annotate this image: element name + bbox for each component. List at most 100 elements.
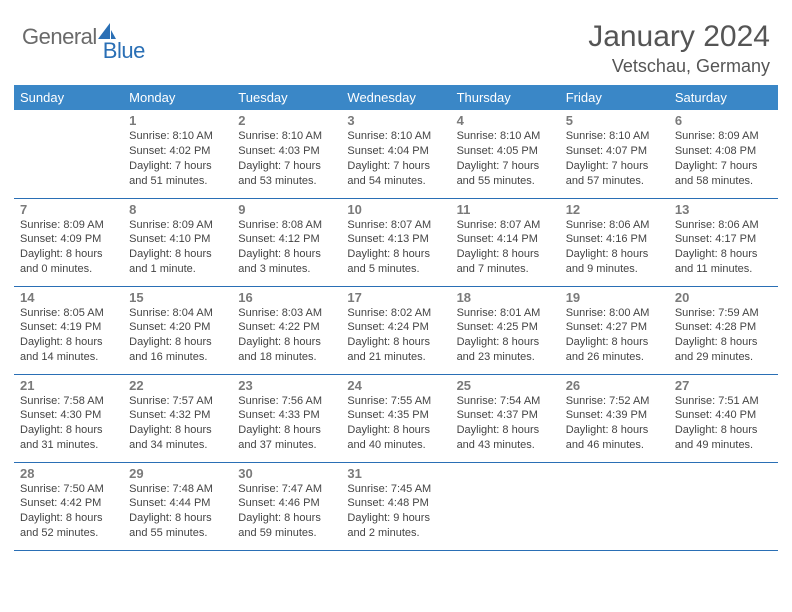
calendar-cell: 7Sunrise: 8:09 AMSunset: 4:09 PMDaylight… [14,198,123,286]
daylight-line2: and 51 minutes. [129,174,226,189]
sunset-text: Sunset: 4:27 PM [566,320,663,335]
calendar-cell: 1Sunrise: 8:10 AMSunset: 4:02 PMDaylight… [123,110,232,198]
sunrise-text: Sunrise: 7:45 AM [347,482,444,497]
sunrise-text: Sunrise: 8:01 AM [457,306,554,321]
day-number: 16 [238,290,335,305]
daylight-line2: and 18 minutes. [238,350,335,365]
daylight-line1: Daylight: 8 hours [457,335,554,350]
day-number: 13 [675,202,772,217]
day-number: 9 [238,202,335,217]
sunset-text: Sunset: 4:28 PM [675,320,772,335]
daylight-line1: Daylight: 7 hours [129,159,226,174]
daylight-line2: and 11 minutes. [675,262,772,277]
daylight-line1: Daylight: 8 hours [20,511,117,526]
brand-logo: General Blue [14,20,145,50]
daylight-line1: Daylight: 8 hours [566,423,663,438]
sunrise-text: Sunrise: 8:10 AM [566,129,663,144]
day-number: 14 [20,290,117,305]
daylight-line2: and 2 minutes. [347,526,444,541]
sunrise-text: Sunrise: 8:09 AM [129,218,226,233]
weekday-header: Sunday [14,85,123,110]
weekday-header: Monday [123,85,232,110]
calendar-cell: 4Sunrise: 8:10 AMSunset: 4:05 PMDaylight… [451,110,560,198]
day-number: 25 [457,378,554,393]
weekday-header: Friday [560,85,669,110]
daylight-line1: Daylight: 8 hours [675,423,772,438]
month-title: January 2024 [588,20,770,54]
sunset-text: Sunset: 4:03 PM [238,144,335,159]
calendar-row: 1Sunrise: 8:10 AMSunset: 4:02 PMDaylight… [14,110,778,198]
daylight-line2: and 53 minutes. [238,174,335,189]
calendar-cell: 23Sunrise: 7:56 AMSunset: 4:33 PMDayligh… [232,374,341,462]
daylight-line2: and 37 minutes. [238,438,335,453]
day-number: 18 [457,290,554,305]
calendar-cell: 22Sunrise: 7:57 AMSunset: 4:32 PMDayligh… [123,374,232,462]
daylight-line2: and 54 minutes. [347,174,444,189]
daylight-line2: and 49 minutes. [675,438,772,453]
daylight-line2: and 52 minutes. [20,526,117,541]
daylight-line2: and 31 minutes. [20,438,117,453]
calendar-row: 14Sunrise: 8:05 AMSunset: 4:19 PMDayligh… [14,286,778,374]
sunrise-text: Sunrise: 8:10 AM [129,129,226,144]
daylight-line2: and 57 minutes. [566,174,663,189]
day-number: 10 [347,202,444,217]
sunrise-text: Sunrise: 8:08 AM [238,218,335,233]
sunrise-text: Sunrise: 7:54 AM [457,394,554,409]
daylight-line2: and 58 minutes. [675,174,772,189]
daylight-line2: and 16 minutes. [129,350,226,365]
sunrise-text: Sunrise: 8:00 AM [566,306,663,321]
daylight-line1: Daylight: 8 hours [566,247,663,262]
header: General Blue January 2024 Vetschau, Germ… [14,20,778,77]
day-number: 15 [129,290,226,305]
daylight-line1: Daylight: 8 hours [129,335,226,350]
calendar-cell: 14Sunrise: 8:05 AMSunset: 4:19 PMDayligh… [14,286,123,374]
sunrise-text: Sunrise: 7:59 AM [675,306,772,321]
day-number: 24 [347,378,444,393]
sunset-text: Sunset: 4:04 PM [347,144,444,159]
day-number: 31 [347,466,444,481]
sunset-text: Sunset: 4:37 PM [457,408,554,423]
day-number: 1 [129,113,226,128]
sunrise-text: Sunrise: 8:07 AM [347,218,444,233]
sunrise-text: Sunrise: 8:03 AM [238,306,335,321]
sunrise-text: Sunrise: 8:02 AM [347,306,444,321]
sunrise-text: Sunrise: 7:52 AM [566,394,663,409]
day-number: 2 [238,113,335,128]
calendar-cell: 18Sunrise: 8:01 AMSunset: 4:25 PMDayligh… [451,286,560,374]
calendar-cell: 24Sunrise: 7:55 AMSunset: 4:35 PMDayligh… [341,374,450,462]
day-number: 21 [20,378,117,393]
daylight-line2: and 34 minutes. [129,438,226,453]
daylight-line2: and 55 minutes. [457,174,554,189]
calendar-cell: 15Sunrise: 8:04 AMSunset: 4:20 PMDayligh… [123,286,232,374]
daylight-line2: and 5 minutes. [347,262,444,277]
sunrise-text: Sunrise: 7:50 AM [20,482,117,497]
sunset-text: Sunset: 4:10 PM [129,232,226,247]
calendar-cell: 16Sunrise: 8:03 AMSunset: 4:22 PMDayligh… [232,286,341,374]
sunrise-text: Sunrise: 8:06 AM [566,218,663,233]
daylight-line2: and 55 minutes. [129,526,226,541]
sunset-text: Sunset: 4:08 PM [675,144,772,159]
sunset-text: Sunset: 4:44 PM [129,496,226,511]
day-number: 30 [238,466,335,481]
sunset-text: Sunset: 4:07 PM [566,144,663,159]
daylight-line1: Daylight: 8 hours [238,511,335,526]
calendar-row: 28Sunrise: 7:50 AMSunset: 4:42 PMDayligh… [14,462,778,550]
sunrise-text: Sunrise: 7:56 AM [238,394,335,409]
daylight-line1: Daylight: 8 hours [675,335,772,350]
daylight-line2: and 59 minutes. [238,526,335,541]
day-number: 19 [566,290,663,305]
brand-part2: Blue [103,38,145,64]
sunrise-text: Sunrise: 8:10 AM [347,129,444,144]
daylight-line1: Daylight: 8 hours [238,247,335,262]
weekday-header: Saturday [669,85,778,110]
calendar-cell: 6Sunrise: 8:09 AMSunset: 4:08 PMDaylight… [669,110,778,198]
sunset-text: Sunset: 4:40 PM [675,408,772,423]
weekday-header: Wednesday [341,85,450,110]
daylight-line2: and 0 minutes. [20,262,117,277]
daylight-line1: Daylight: 8 hours [675,247,772,262]
sunset-text: Sunset: 4:09 PM [20,232,117,247]
calendar-cell: 17Sunrise: 8:02 AMSunset: 4:24 PMDayligh… [341,286,450,374]
daylight-line1: Daylight: 7 hours [675,159,772,174]
day-number: 5 [566,113,663,128]
calendar-row: 7Sunrise: 8:09 AMSunset: 4:09 PMDaylight… [14,198,778,286]
